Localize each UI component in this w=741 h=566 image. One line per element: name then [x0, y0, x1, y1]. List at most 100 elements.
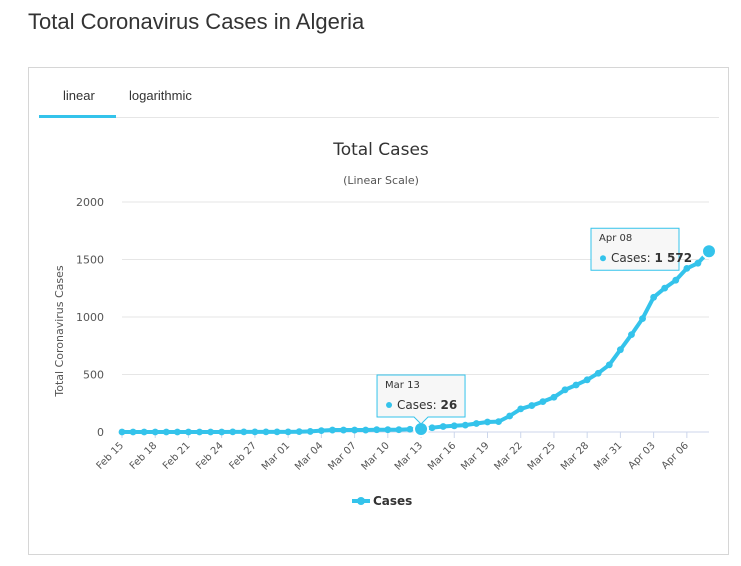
tooltip: Mar 13 Cases: 26: [376, 374, 466, 438]
data-point[interactable]: [395, 426, 403, 434]
data-point[interactable]: [384, 426, 392, 434]
data-point[interactable]: [129, 428, 137, 436]
data-point[interactable]: [262, 428, 270, 436]
x-tick-label: Apr 06: [660, 440, 691, 471]
data-point[interactable]: [484, 418, 491, 426]
data-point[interactable]: [229, 428, 237, 436]
x-tick-label: Feb 24: [194, 440, 226, 472]
data-point[interactable]: [240, 428, 248, 436]
tooltip-series-label: Cases: [611, 251, 647, 265]
scale-tabs: linear logarithmic: [29, 68, 728, 120]
tooltip-value-number: 26: [441, 398, 458, 412]
data-point[interactable]: [650, 293, 658, 301]
data-point[interactable]: [329, 426, 336, 434]
active-tab-indicator: [39, 115, 116, 118]
tab-logarithmic[interactable]: logarithmic: [129, 88, 192, 103]
tooltip-series-label: Cases: [397, 398, 433, 412]
data-point[interactable]: [140, 428, 148, 436]
data-point[interactable]: [439, 423, 447, 430]
tooltip-marker-icon: [600, 255, 606, 262]
highlighted-point[interactable]: [701, 243, 717, 260]
data-point[interactable]: [118, 428, 126, 436]
data-point[interactable]: [317, 427, 325, 435]
x-tick-label: Feb 27: [227, 440, 259, 472]
data-point[interactable]: [218, 428, 226, 436]
data-point[interactable]: [495, 418, 502, 426]
data-point[interactable]: [583, 376, 591, 384]
chart-subtitle: (Linear Scale): [343, 174, 419, 187]
x-tick-label: Apr 03: [626, 440, 657, 471]
data-point[interactable]: [461, 421, 469, 429]
data-point[interactable]: [517, 405, 525, 413]
tab-linear[interactable]: linear: [63, 88, 95, 103]
data-point[interactable]: [162, 428, 170, 436]
x-tick-label: Mar 16: [426, 440, 458, 472]
x-tick-label: Mar 25: [526, 440, 558, 472]
data-point[interactable]: [639, 315, 646, 323]
tooltip-value: Cases: 26: [397, 398, 457, 412]
data-point[interactable]: [196, 428, 203, 436]
data-point[interactable]: [683, 264, 691, 272]
data-point[interactable]: [306, 428, 314, 435]
tooltip: Apr 08 Cases: 1 572: [590, 227, 717, 271]
legend-label-cases: Cases: [373, 494, 412, 508]
x-tick-label: Mar 22: [492, 440, 524, 472]
data-point[interactable]: [473, 420, 480, 427]
y-axis-title: Total Coronavirus Cases: [53, 265, 66, 398]
data-point[interactable]: [251, 428, 259, 436]
data-point[interactable]: [572, 381, 580, 389]
data-point[interactable]: [406, 425, 414, 433]
data-point[interactable]: [450, 422, 458, 430]
data-point[interactable]: [672, 276, 680, 284]
tooltip-value: Cases: 1 572: [611, 251, 692, 265]
data-point[interactable]: [373, 426, 381, 434]
y-tick-label: 1500: [76, 254, 104, 267]
x-tick-label: Mar 28: [559, 440, 591, 472]
line-chart: Total Cases (Linear Scale) Total Coronav…: [53, 140, 717, 508]
data-point[interactable]: [506, 412, 514, 420]
data-point[interactable]: [694, 259, 702, 267]
chart-card: linear logarithmic Total Cases (Linear S…: [28, 67, 729, 555]
y-tick-label: 1000: [76, 311, 104, 324]
tooltip-date: Mar 13: [385, 380, 420, 391]
data-point[interactable]: [594, 369, 602, 377]
data-point[interactable]: [561, 386, 569, 394]
data-point[interactable]: [428, 424, 436, 432]
data-point[interactable]: [539, 398, 547, 406]
data-point[interactable]: [362, 426, 370, 434]
data-point[interactable]: [605, 361, 613, 369]
tab-divider: [39, 117, 719, 118]
x-tick-label: Feb 15: [95, 440, 127, 472]
tooltip-box: [376, 374, 466, 425]
page-title: Total Coronavirus Cases in Algeria: [28, 9, 365, 34]
tooltip-marker-icon: [386, 402, 393, 409]
chart-legend[interactable]: Cases: [352, 494, 412, 508]
data-point[interactable]: [528, 402, 536, 409]
y-tick-label: 500: [83, 369, 104, 382]
data-point[interactable]: [616, 346, 624, 354]
legend-marker-icon: [357, 497, 365, 505]
x-tick-label: Feb 18: [128, 440, 160, 472]
data-point[interactable]: [185, 428, 192, 436]
data-point[interactable]: [340, 426, 347, 434]
x-tick-label: Mar 19: [459, 440, 491, 472]
x-tick-label: Mar 07: [326, 440, 358, 472]
data-point[interactable]: [351, 426, 358, 434]
y-tick-label: 0: [97, 426, 104, 439]
x-tick-label: Mar 01: [260, 440, 292, 472]
data-point[interactable]: [295, 428, 303, 436]
tooltip-value-number: 1 572: [654, 251, 692, 265]
data-point[interactable]: [628, 331, 635, 338]
data-point[interactable]: [550, 393, 558, 401]
data-point[interactable]: [661, 284, 669, 292]
data-point[interactable]: [207, 428, 215, 436]
data-point[interactable]: [273, 428, 281, 436]
x-tick-label: Feb 21: [161, 440, 193, 472]
data-point[interactable]: [151, 428, 159, 436]
x-tick-label: Mar 10: [360, 440, 392, 472]
data-point[interactable]: [173, 428, 181, 436]
chart-title: Total Cases: [332, 140, 429, 160]
tooltip-date: Apr 08: [599, 233, 632, 244]
y-tick-label: 2000: [76, 196, 104, 209]
data-point[interactable]: [284, 428, 292, 436]
